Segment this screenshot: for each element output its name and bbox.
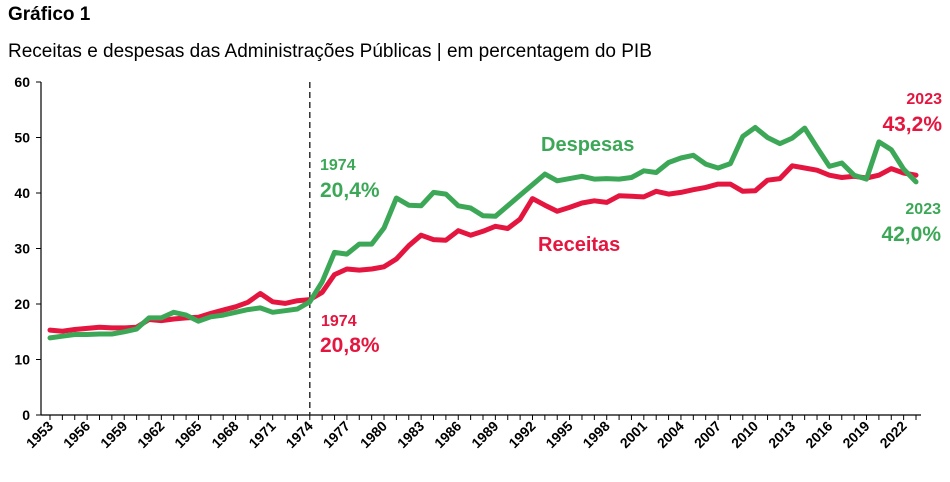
receitas-1974-year: 1974: [321, 313, 357, 330]
receitas-2023-value: 43,2%: [882, 113, 942, 136]
receitas-2023-year: 2023: [906, 91, 942, 108]
x-tick-label: 1971: [245, 418, 278, 451]
y-tick-label: 30: [14, 241, 30, 257]
x-tick-label: 1959: [97, 418, 130, 451]
annotations: Receitas Despesas 1974 20,4% 1974 20,8% 2023 43…: [320, 91, 942, 357]
y-tick-label: 60: [14, 74, 30, 90]
series-line-despesas: [47, 125, 919, 341]
chart-subtitle: Receitas e despesas das Administrações P…: [8, 41, 652, 62]
y-tick-label: 50: [14, 130, 30, 146]
x-tick-label: 1983: [394, 418, 427, 451]
x-tick-label: 1989: [468, 418, 501, 451]
receitas-1974-value: 20,8%: [320, 334, 380, 357]
x-tick-label: 1974: [283, 418, 316, 451]
series-layer: [47, 125, 919, 341]
despesas-2023-year: 2023: [905, 201, 941, 218]
label-despesas: Despesas: [541, 134, 634, 156]
x-tick-label: 2013: [765, 418, 798, 451]
x-tick-label: 2004: [654, 418, 687, 451]
despesas-1974-value: 20,4%: [320, 179, 380, 202]
despesas-2023-value: 42,0%: [881, 223, 941, 246]
x-tick-label: 2007: [691, 418, 724, 451]
x-tick-label: 2019: [839, 418, 872, 451]
x-tick-label: 1995: [542, 418, 575, 451]
x-tick-label: 2010: [728, 418, 761, 451]
x-tick-label: 1980: [357, 418, 390, 451]
y-tick-label: 10: [14, 352, 30, 368]
x-tick-label: 1986: [431, 418, 464, 451]
x-tick-label: 2001: [617, 418, 650, 451]
chart-title: Gráfico 1: [8, 4, 91, 25]
y-tick-label: 20: [14, 296, 30, 312]
x-tick-label: 1998: [579, 418, 612, 451]
despesas-1974-year: 1974: [320, 157, 356, 174]
y-tick-label: 40: [14, 185, 30, 201]
x-tick-label: 1965: [171, 418, 204, 451]
x-tick-label: 1962: [134, 418, 167, 451]
x-tick-label: 1992: [505, 418, 538, 451]
x-tick-label: 1977: [320, 418, 353, 451]
x-tick-label: 1956: [60, 418, 93, 451]
series-line-receitas: [47, 163, 919, 334]
y-tick-label: 0: [22, 407, 30, 423]
x-tick-label: 1968: [208, 418, 241, 451]
label-receitas: Receitas: [538, 234, 620, 256]
x-tick-label: 2016: [802, 418, 835, 451]
x-tick-label: 2022: [876, 418, 909, 451]
